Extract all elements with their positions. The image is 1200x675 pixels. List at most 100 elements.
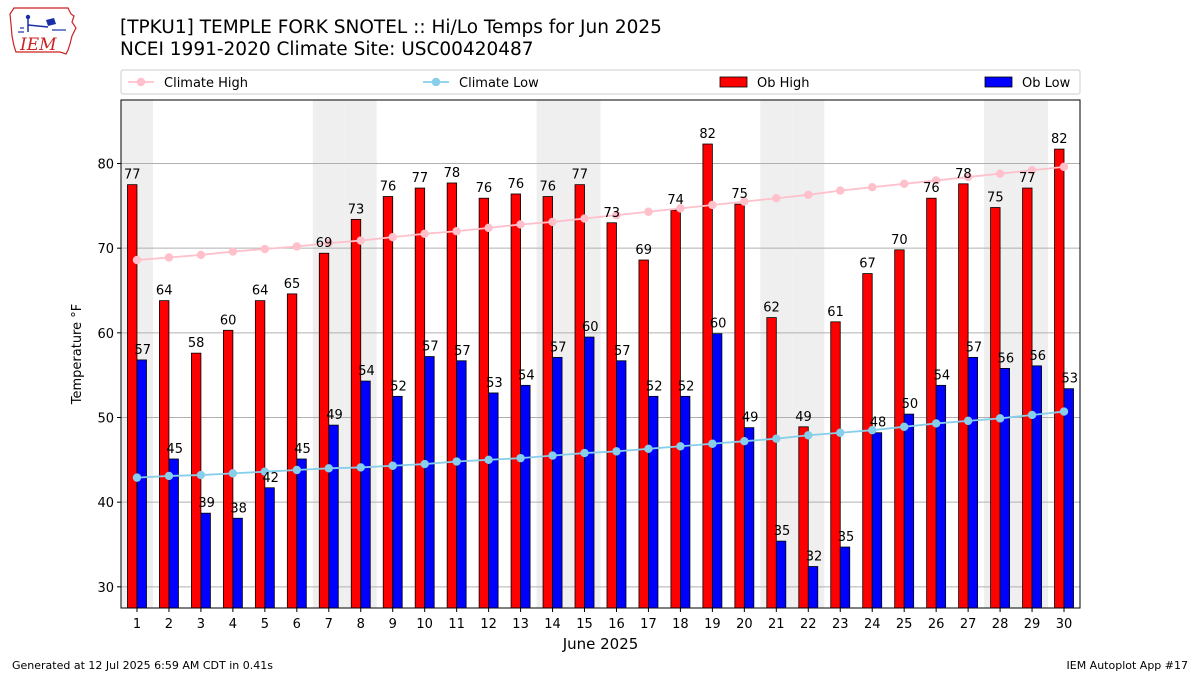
ob-low-bar bbox=[168, 458, 179, 609]
ob-high-label: 64 bbox=[252, 284, 269, 299]
x-tick-label: 15 bbox=[576, 617, 593, 632]
ob-low-bar bbox=[648, 395, 659, 609]
climate-low-point bbox=[484, 455, 493, 465]
ob-high-bar bbox=[638, 259, 649, 609]
x-tick-label: 4 bbox=[229, 617, 237, 632]
ob-low-label: 56 bbox=[998, 351, 1015, 366]
x-tick-label: 18 bbox=[672, 617, 689, 632]
climate-high-point bbox=[899, 179, 909, 189]
x-tick-label: 9 bbox=[389, 617, 397, 632]
ob-low-bar bbox=[1063, 388, 1074, 609]
ob-low-bar bbox=[136, 359, 147, 609]
climate-low-point bbox=[804, 431, 813, 440]
climate-low-point bbox=[644, 444, 653, 454]
ob-high-label: 58 bbox=[188, 336, 205, 351]
ob-high-label: 76 bbox=[923, 181, 940, 196]
x-tick-label: 20 bbox=[736, 617, 753, 632]
ob-low-bar bbox=[200, 512, 211, 609]
ob-high-bar bbox=[318, 252, 330, 609]
ob-high-label: 78 bbox=[444, 166, 461, 181]
ob-high-bar bbox=[606, 222, 617, 609]
ob-high-bar bbox=[191, 352, 202, 609]
climate-high-point bbox=[772, 194, 781, 203]
x-tick-label: 14 bbox=[544, 617, 561, 632]
x-tick-label: 25 bbox=[896, 617, 913, 632]
climate-high-point bbox=[1027, 166, 1037, 175]
ob-low-label: 54 bbox=[358, 364, 375, 379]
ob-low-bar bbox=[871, 432, 883, 609]
ob-high-bar bbox=[766, 317, 777, 609]
x-tick-label: 12 bbox=[480, 617, 497, 632]
ob-low-label: 50 bbox=[902, 397, 919, 412]
ob-high-label: 76 bbox=[380, 180, 397, 195]
climate-high-point bbox=[995, 169, 1005, 178]
ob-high-bar bbox=[414, 187, 426, 609]
ob-high-bar bbox=[670, 209, 681, 609]
chart-title: [TPKU1] TEMPLE FORK SNOTEL :: Hi/Lo Temp… bbox=[120, 17, 662, 38]
climate-low-line bbox=[136, 410, 1065, 479]
ob-high-bar bbox=[127, 184, 138, 609]
ob-high-bar bbox=[830, 321, 841, 609]
legend-climate-high-point-marker bbox=[136, 77, 146, 87]
ob-high-label: 77 bbox=[412, 171, 429, 186]
ob-low-label: 48 bbox=[870, 416, 887, 431]
legend-climate-low-label: Climate Low bbox=[459, 76, 539, 91]
x-tick-label: 28 bbox=[992, 617, 1009, 632]
ob-low-label: 57 bbox=[614, 344, 631, 359]
plot-frame bbox=[120, 99, 1081, 609]
climate-low-point bbox=[356, 463, 365, 472]
ob-low-label: 45 bbox=[166, 442, 183, 457]
ob-high-label: 75 bbox=[731, 187, 748, 202]
x-tick-label: 7 bbox=[325, 617, 333, 632]
ob-low-bar bbox=[967, 356, 979, 609]
x-tick-label: 8 bbox=[357, 617, 365, 632]
ob-low-label: 52 bbox=[390, 379, 407, 394]
ob-low-label: 56 bbox=[1030, 349, 1047, 364]
ob-low-label: 57 bbox=[550, 340, 567, 355]
x-tick-label: 11 bbox=[448, 617, 465, 632]
climate-low-point bbox=[324, 464, 333, 473]
ob-high-bar bbox=[958, 183, 969, 609]
ob-high-bar bbox=[926, 197, 937, 609]
iem-logo: IEM bbox=[8, 6, 80, 62]
climate-low-point bbox=[772, 434, 781, 443]
ob-high-label: 78 bbox=[955, 167, 972, 182]
climate-high-point bbox=[548, 217, 557, 227]
ob-high-label: 62 bbox=[763, 301, 780, 316]
ob-low-bar bbox=[232, 517, 243, 609]
climate-high-point bbox=[963, 172, 973, 182]
ob-low-label: 60 bbox=[582, 320, 599, 335]
ob-low-label: 38 bbox=[230, 501, 247, 516]
legend-ob-low-swatch bbox=[984, 76, 1013, 88]
ob-low-bar bbox=[328, 424, 339, 609]
ob-low-label: 60 bbox=[710, 317, 727, 332]
x-tick-label: 5 bbox=[261, 617, 269, 632]
ob-low-bar bbox=[584, 336, 595, 609]
ob-high-label: 77 bbox=[571, 168, 588, 183]
climate-high-point bbox=[612, 210, 621, 220]
ob-high-bar bbox=[542, 196, 553, 609]
ob-low-bar bbox=[456, 360, 467, 609]
climate-low-point bbox=[228, 469, 238, 478]
climate-high-point bbox=[484, 223, 493, 233]
climate-high-point bbox=[260, 244, 270, 254]
ob-low-bar bbox=[392, 395, 403, 609]
ob-high-label: 49 bbox=[795, 410, 812, 425]
x-tick-label: 22 bbox=[800, 617, 817, 632]
x-axis-label: June 2025 bbox=[562, 635, 639, 653]
ob-high-bar bbox=[478, 197, 490, 609]
x-tick-label: 13 bbox=[512, 617, 529, 632]
iem-logo-graphic: IEM bbox=[9, 7, 77, 55]
app-id: IEM Autoplot App #17 bbox=[1066, 659, 1189, 672]
y-tick-label: 70 bbox=[97, 242, 114, 257]
ob-high-bar bbox=[702, 143, 713, 609]
climate-high-point bbox=[676, 204, 685, 213]
legend-climate-low-point-marker bbox=[431, 77, 441, 87]
x-tick-label: 24 bbox=[864, 617, 881, 632]
ob-high-bar bbox=[990, 207, 1001, 609]
ob-high-label: 60 bbox=[220, 313, 237, 328]
climate-high-point bbox=[644, 207, 653, 216]
ob-low-label: 52 bbox=[646, 379, 663, 394]
climate-high-point bbox=[580, 214, 589, 223]
climate-high-point bbox=[388, 232, 397, 242]
